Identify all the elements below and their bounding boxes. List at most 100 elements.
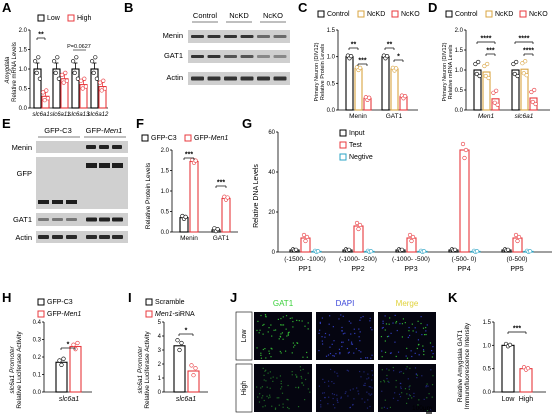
micrograph-speckle (408, 386, 410, 388)
micrograph-speckle (267, 331, 269, 333)
blot-row-label: GFP (17, 169, 32, 178)
x-tick-label: Men1 (478, 113, 495, 120)
blot-menin-band (112, 145, 122, 149)
micrograph-speckle (299, 366, 301, 368)
micrograph-speckle (417, 339, 420, 341)
micrograph-speckle (417, 404, 419, 406)
micrograph-speckle (269, 371, 271, 373)
micrograph-speckle (383, 381, 386, 383)
y-tick-label: 0.0 (161, 230, 170, 236)
bar (71, 68, 80, 109)
micrograph-speckle (418, 399, 420, 401)
legend-label: Negtive (349, 154, 373, 161)
micrograph (316, 364, 374, 412)
data-point (89, 59, 95, 64)
micrograph-speckle (278, 404, 280, 406)
blot-menin-band (240, 35, 254, 38)
data-point (530, 99, 535, 105)
micrograph-speckle (393, 370, 395, 372)
micrograph-speckle (360, 357, 362, 360)
x-tick-label: (-1000- -500) (339, 256, 377, 263)
blot-actin-band (112, 235, 123, 239)
micrograph-speckle (381, 327, 383, 329)
x-tick-label: (-500- 0) (452, 256, 477, 263)
blot-actin-band (273, 76, 287, 81)
legend-label: GFP-Men1 (47, 311, 81, 318)
micrograph-speckle (368, 377, 370, 379)
legend-swatch (145, 310, 153, 318)
bar (69, 345, 82, 393)
blot-menin-bg (188, 30, 290, 43)
micrograph-speckle (265, 380, 267, 382)
micrograph-speckle (410, 350, 412, 352)
micrograph-speckle (267, 372, 269, 374)
data-point (515, 238, 520, 244)
micrograph-speckle (432, 375, 434, 377)
micrograph-speckle (408, 334, 411, 337)
micrograph-speckle (400, 387, 402, 390)
y-tick-label: 0.2 (33, 355, 42, 361)
micrograph-speckle (295, 374, 297, 376)
micrograph-speckle (280, 388, 282, 390)
micrograph-speckle (430, 409, 432, 411)
micrograph-speckle (364, 382, 366, 385)
micrograph-speckle (282, 324, 285, 326)
y-axis-label: slc6a1 Promoter (9, 346, 16, 394)
legend-label: NcKO (529, 11, 548, 18)
bar (345, 56, 354, 111)
blot-gat1-band (224, 55, 237, 58)
blot-gat1-band (207, 55, 221, 58)
micrograph-speckle (320, 399, 322, 402)
scale-bar-label: 100μm (412, 405, 432, 412)
micrograph-speckle (288, 331, 290, 333)
data-point (407, 232, 413, 238)
data-point (505, 247, 511, 252)
micrograph-speckle (327, 403, 329, 405)
blot-actin-bg (188, 72, 290, 85)
micrograph-speckle (425, 330, 427, 332)
micrograph-speckle (401, 392, 403, 394)
blot-column-label: GFP-Men1 (86, 126, 123, 135)
x-tick-label: slc6a1 (59, 396, 79, 403)
micrograph-speckle (354, 332, 356, 335)
x-tick-label: Low (502, 396, 516, 403)
data-point (91, 70, 96, 75)
micrograph-speckle (369, 320, 371, 322)
y-tick-label: 1.5 (483, 320, 492, 326)
legend-label: Test (349, 142, 362, 149)
y-tick-label: 0.5 (327, 81, 336, 87)
micrograph-speckle (296, 319, 298, 322)
micrograph-speckle (333, 382, 335, 385)
data-point (44, 88, 49, 93)
y-axis-label: Relative mRNA Levels (448, 44, 454, 99)
y-tick-label: 1.0 (455, 68, 464, 74)
data-point (301, 232, 307, 238)
blot-menin-bg (36, 141, 128, 153)
micrograph-speckle (256, 386, 258, 388)
y-axis-label: Amygdala (5, 56, 11, 84)
micrograph-speckle (268, 350, 270, 352)
micrograph-speckle (341, 345, 343, 348)
micrograph-speckle (256, 347, 258, 349)
y-tick-label: 0.5 (19, 87, 28, 93)
legend-swatch (67, 14, 75, 22)
image-column-label: DAPI (336, 299, 355, 308)
x-tick-label: (0-500) (507, 256, 528, 263)
legend-swatch (519, 10, 527, 18)
legend-swatch (145, 298, 153, 306)
data-point (511, 61, 516, 67)
micrograph-speckle (261, 386, 263, 388)
micrograph-speckle (341, 330, 343, 332)
micrograph-speckle (304, 325, 306, 327)
sig-label: *** (358, 58, 366, 65)
micrograph-speckle (289, 317, 291, 319)
blot-menin-band (224, 35, 237, 38)
micrograph-speckle (425, 333, 427, 336)
data-point (177, 347, 182, 353)
micrograph-speckle (322, 392, 324, 394)
micrograph-speckle (304, 399, 306, 401)
micrograph-speckle (286, 398, 288, 401)
x-tick-label: slc6a1 (176, 396, 196, 403)
data-point (494, 88, 499, 93)
bar (459, 149, 470, 253)
